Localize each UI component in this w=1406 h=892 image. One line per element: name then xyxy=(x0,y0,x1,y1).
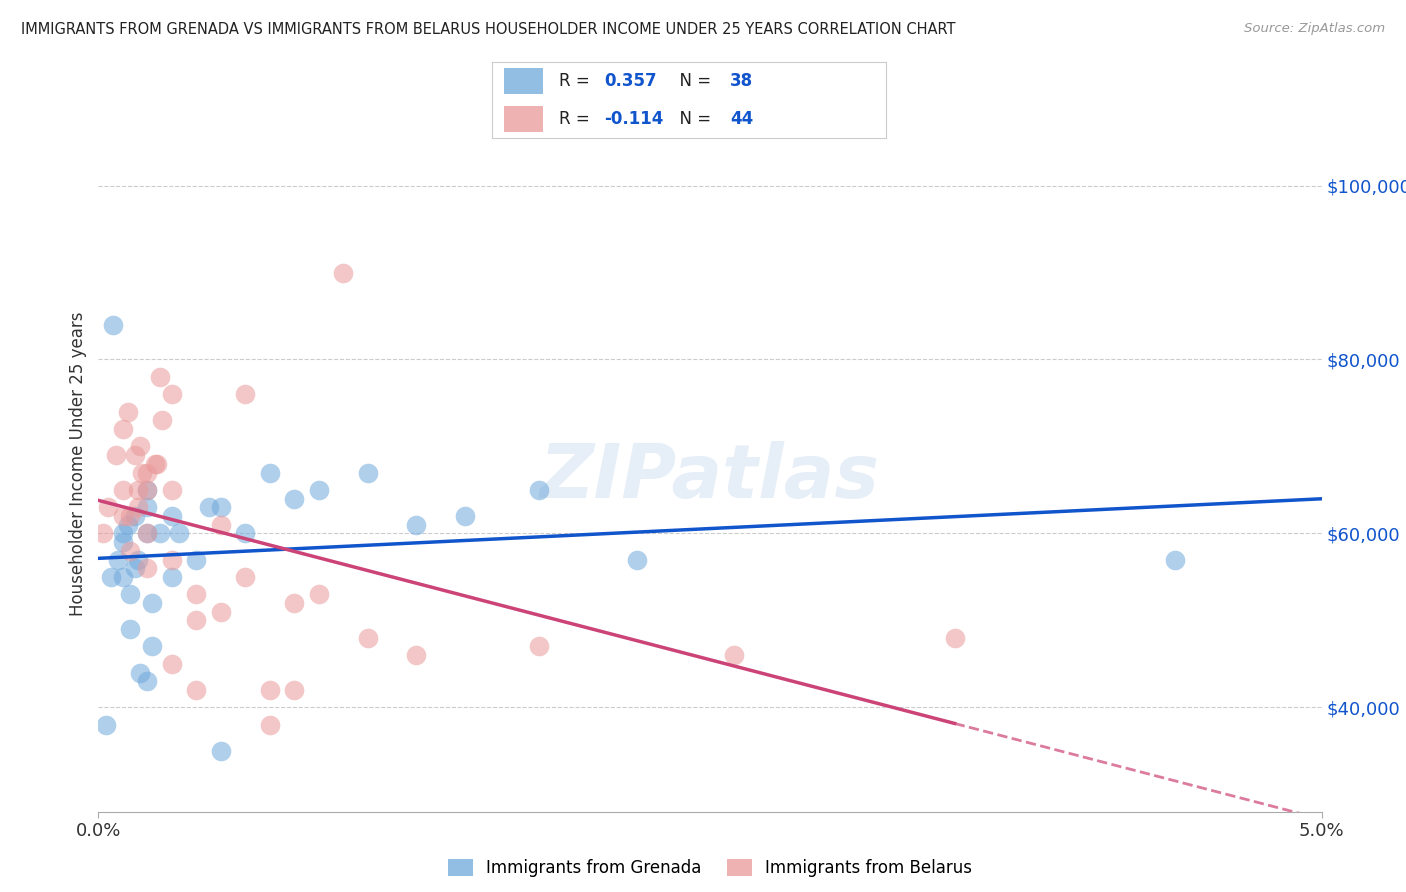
Point xyxy=(129,665,152,680)
Point xyxy=(160,387,183,401)
Point xyxy=(91,526,114,541)
Legend: Immigrants from Grenada, Immigrants from Belarus: Immigrants from Grenada, Immigrants from… xyxy=(441,852,979,883)
Point xyxy=(308,587,330,601)
Point xyxy=(127,483,149,497)
Point xyxy=(150,413,173,427)
Point xyxy=(141,640,163,654)
Point xyxy=(259,466,281,480)
Text: 0.357: 0.357 xyxy=(605,71,657,89)
Point xyxy=(209,500,232,515)
Point xyxy=(160,657,183,671)
Point xyxy=(1164,552,1187,566)
Point xyxy=(111,570,134,584)
Point xyxy=(136,483,159,497)
Point xyxy=(136,500,159,515)
Point xyxy=(454,508,477,523)
Point xyxy=(136,483,159,497)
Point xyxy=(626,552,648,566)
Point xyxy=(136,674,159,689)
Point xyxy=(141,596,163,610)
Point xyxy=(233,570,256,584)
Point xyxy=(117,517,139,532)
Point xyxy=(97,500,120,515)
Point xyxy=(94,717,117,731)
Text: -0.114: -0.114 xyxy=(605,110,664,128)
Point xyxy=(283,683,305,698)
Point xyxy=(356,466,378,480)
Point xyxy=(124,508,146,523)
Point xyxy=(186,683,208,698)
Point xyxy=(111,422,134,436)
Point xyxy=(149,526,172,541)
Point xyxy=(120,508,142,523)
Point xyxy=(111,483,134,497)
Point xyxy=(146,457,169,471)
Point xyxy=(149,369,172,384)
Point xyxy=(136,526,159,541)
Point xyxy=(259,717,281,731)
Point xyxy=(527,483,550,497)
Text: 44: 44 xyxy=(730,110,754,128)
Point xyxy=(167,526,190,541)
Point xyxy=(233,526,256,541)
Point xyxy=(160,552,183,566)
Point xyxy=(160,508,183,523)
Text: 38: 38 xyxy=(730,71,754,89)
Point xyxy=(120,587,142,601)
Text: R =: R = xyxy=(560,110,595,128)
Point xyxy=(127,552,149,566)
Point xyxy=(209,605,232,619)
Point xyxy=(136,526,159,541)
Point xyxy=(405,648,427,662)
Point xyxy=(283,491,305,506)
Point xyxy=(136,561,159,575)
Bar xyxy=(503,105,543,132)
Point xyxy=(209,744,232,758)
Point xyxy=(356,631,378,645)
Point xyxy=(233,387,256,401)
Point xyxy=(111,508,134,523)
Point xyxy=(943,631,966,645)
Y-axis label: Householder Income Under 25 years: Householder Income Under 25 years xyxy=(69,311,87,616)
Point xyxy=(120,622,142,636)
Text: N =: N = xyxy=(669,71,717,89)
Point xyxy=(209,517,232,532)
Bar xyxy=(503,68,543,95)
Point xyxy=(111,526,134,541)
Point xyxy=(143,457,166,471)
Point xyxy=(186,552,208,566)
Point xyxy=(723,648,745,662)
Point xyxy=(332,266,354,280)
Point xyxy=(127,500,149,515)
Point xyxy=(124,448,146,462)
Point xyxy=(405,517,427,532)
Point xyxy=(107,552,129,566)
Text: IMMIGRANTS FROM GRENADA VS IMMIGRANTS FROM BELARUS HOUSEHOLDER INCOME UNDER 25 Y: IMMIGRANTS FROM GRENADA VS IMMIGRANTS FR… xyxy=(21,22,956,37)
Point xyxy=(124,561,146,575)
Text: N =: N = xyxy=(669,110,717,128)
Point xyxy=(100,570,122,584)
Point xyxy=(120,544,142,558)
Point xyxy=(259,683,281,698)
Point xyxy=(101,318,124,332)
Text: R =: R = xyxy=(560,71,595,89)
Point xyxy=(527,640,550,654)
Point xyxy=(308,483,330,497)
Point xyxy=(186,587,208,601)
Point xyxy=(111,535,134,549)
Point xyxy=(136,466,159,480)
Point xyxy=(117,405,139,419)
Point xyxy=(129,440,152,454)
Point xyxy=(160,570,183,584)
Point xyxy=(197,500,219,515)
Point xyxy=(104,448,127,462)
Point xyxy=(186,614,208,628)
Text: Source: ZipAtlas.com: Source: ZipAtlas.com xyxy=(1244,22,1385,36)
Point xyxy=(283,596,305,610)
Text: ZIPatlas: ZIPatlas xyxy=(540,442,880,515)
Point xyxy=(131,466,153,480)
Point xyxy=(160,483,183,497)
